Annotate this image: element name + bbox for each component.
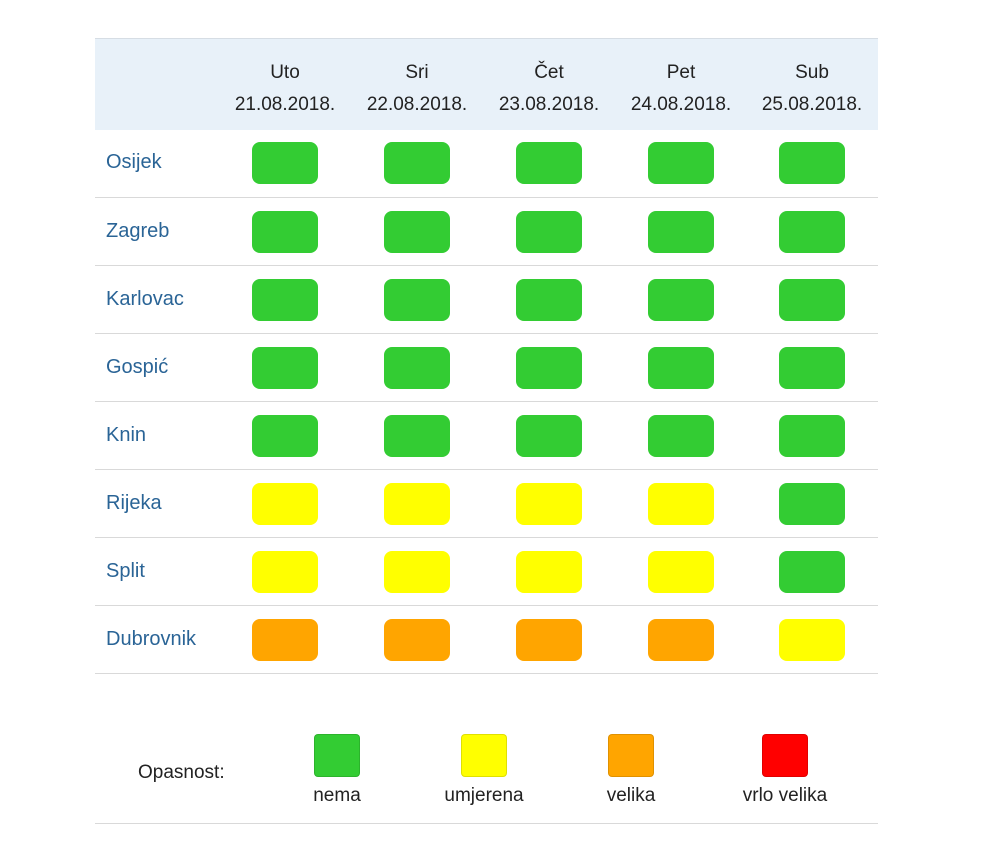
danger-level-cell xyxy=(779,211,845,253)
table-row: Osijek xyxy=(95,129,878,196)
day-name: Sub xyxy=(795,62,829,83)
danger-level-cell xyxy=(384,551,450,593)
table-row: Zagreb xyxy=(95,197,878,265)
danger-level-cell xyxy=(384,619,450,661)
city-link[interactable]: Osijek xyxy=(106,151,162,173)
legend-bottom-divider xyxy=(95,823,878,824)
legend-text: nema xyxy=(313,785,361,806)
day-header: Pet 24.08.2018. xyxy=(615,57,747,121)
day-date: 24.08.2018. xyxy=(630,94,732,115)
danger-level-cell xyxy=(648,347,714,389)
table-row: Gospić xyxy=(95,333,878,401)
danger-level-cell xyxy=(516,279,582,321)
legend-text: umjerena xyxy=(444,785,524,806)
day-date: 25.08.2018. xyxy=(761,94,863,115)
table-row: Knin xyxy=(95,401,878,469)
danger-level-cell xyxy=(648,619,714,661)
danger-level-cell xyxy=(384,415,450,457)
danger-level-cell xyxy=(779,415,845,457)
danger-level-cell xyxy=(252,142,318,184)
day-date: 23.08.2018. xyxy=(498,94,600,115)
legend-text: velika xyxy=(606,785,656,806)
danger-level-cell xyxy=(648,279,714,321)
legend-label: Opasnost: xyxy=(138,762,225,783)
danger-level-cell xyxy=(252,415,318,457)
legend-text: vrlo velika xyxy=(742,785,828,806)
legend-swatch xyxy=(461,734,507,777)
city-link[interactable]: Split xyxy=(106,560,145,582)
danger-level-cell xyxy=(779,142,845,184)
danger-level-cell xyxy=(516,142,582,184)
danger-level-cell xyxy=(779,483,845,525)
danger-level-cell xyxy=(648,211,714,253)
day-name: Sri xyxy=(405,62,429,83)
danger-level-cell xyxy=(516,415,582,457)
danger-level-cell xyxy=(384,211,450,253)
day-header: Sub 25.08.2018. xyxy=(746,57,878,121)
danger-level-cell xyxy=(648,142,714,184)
city-link[interactable]: Knin xyxy=(106,424,147,446)
danger-level-cell xyxy=(516,619,582,661)
danger-level-cell xyxy=(252,211,318,253)
city-link[interactable]: Gospić xyxy=(106,356,169,378)
day-header: Uto 21.08.2018. xyxy=(219,57,351,121)
day-name: Pet xyxy=(666,62,696,83)
day-name: Uto xyxy=(270,62,300,83)
danger-level-cell xyxy=(384,142,450,184)
legend-item: umjerena xyxy=(409,734,559,807)
city-link[interactable]: Karlovac xyxy=(106,288,184,310)
danger-level-cell xyxy=(252,551,318,593)
danger-level-cell xyxy=(252,279,318,321)
danger-level-cell xyxy=(648,415,714,457)
day-header: Sri 22.08.2018. xyxy=(351,57,483,121)
legend-item: vrlo velika xyxy=(710,734,860,807)
danger-level-cell xyxy=(648,483,714,525)
danger-level-cell xyxy=(516,551,582,593)
day-header: Čet 23.08.2018. xyxy=(483,57,615,121)
danger-level-cell xyxy=(252,483,318,525)
table-header: Uto 21.08.2018. Sri 22.08.2018. Čet 23.08.201… xyxy=(95,38,878,130)
city-link[interactable]: Dubrovnik xyxy=(106,628,197,650)
day-date: 21.08.2018. xyxy=(234,94,336,115)
legend-swatch xyxy=(314,734,360,777)
city-link[interactable]: Zagreb xyxy=(106,220,170,242)
danger-level-cell xyxy=(252,347,318,389)
legend-item: velika xyxy=(556,734,706,807)
danger-level-cell xyxy=(779,347,845,389)
legend-item: nema xyxy=(262,734,412,807)
danger-level-cell xyxy=(516,211,582,253)
table-row: Dubrovnik xyxy=(95,605,878,673)
danger-level-cell xyxy=(516,347,582,389)
danger-level-cell xyxy=(252,619,318,661)
danger-level-cell xyxy=(779,619,845,661)
legend-swatch xyxy=(762,734,808,777)
danger-level-cell xyxy=(779,551,845,593)
danger-level-cell xyxy=(779,279,845,321)
table-row: Rijeka xyxy=(95,469,878,537)
legend-swatch xyxy=(608,734,654,777)
danger-level-cell xyxy=(648,551,714,593)
danger-level-cell xyxy=(384,483,450,525)
danger-level-cell xyxy=(516,483,582,525)
table-row: Karlovac xyxy=(95,265,878,333)
table-bottom-divider xyxy=(95,673,878,674)
city-link[interactable]: Rijeka xyxy=(106,492,162,514)
day-name: Čet xyxy=(534,62,564,83)
day-date: 22.08.2018. xyxy=(366,94,468,115)
danger-level-cell xyxy=(384,347,450,389)
danger-level-cell xyxy=(384,279,450,321)
table-row: Split xyxy=(95,537,878,605)
